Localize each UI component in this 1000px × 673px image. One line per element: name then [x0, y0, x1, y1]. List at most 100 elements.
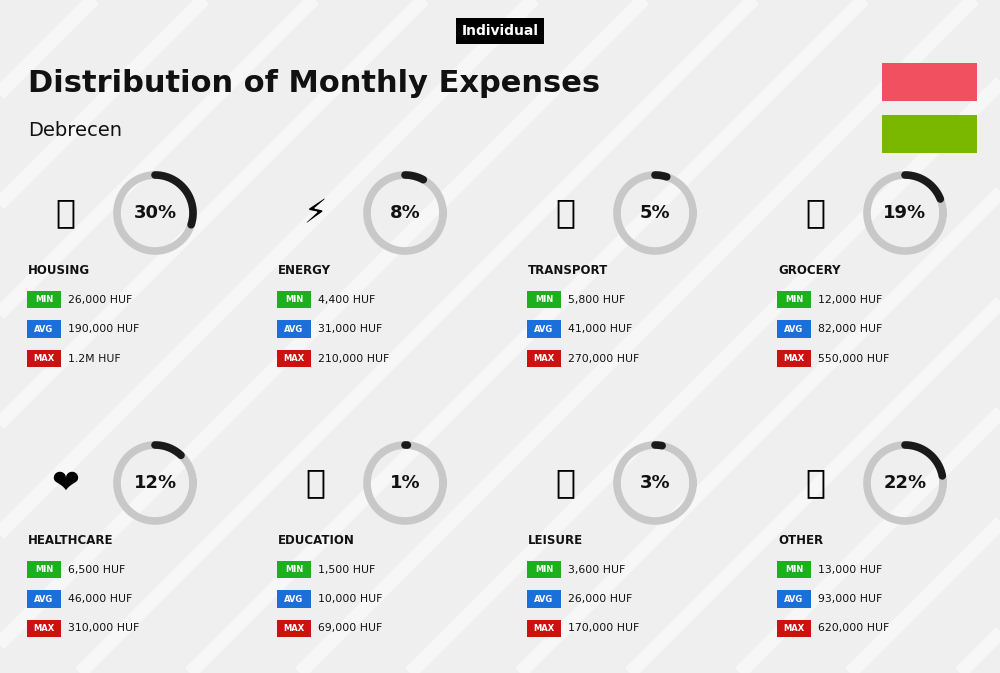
Text: AVG: AVG [34, 324, 54, 334]
Text: MAX: MAX [783, 354, 805, 363]
FancyBboxPatch shape [777, 291, 811, 308]
Text: 5%: 5% [640, 204, 670, 222]
Text: MIN: MIN [535, 295, 553, 304]
Text: 10,000 HUF: 10,000 HUF [318, 594, 382, 604]
FancyBboxPatch shape [27, 590, 61, 608]
FancyBboxPatch shape [527, 350, 561, 367]
Text: 1,500 HUF: 1,500 HUF [318, 565, 375, 575]
Text: MIN: MIN [785, 295, 803, 304]
Text: 🎓: 🎓 [305, 466, 325, 499]
Text: 210,000 HUF: 210,000 HUF [318, 353, 389, 363]
Text: Individual: Individual [462, 24, 538, 38]
Text: MIN: MIN [285, 565, 303, 574]
Text: 26,000 HUF: 26,000 HUF [68, 295, 132, 304]
Text: 22%: 22% [883, 474, 927, 492]
Text: 82,000 HUF: 82,000 HUF [818, 324, 882, 334]
FancyBboxPatch shape [527, 561, 561, 578]
Text: 270,000 HUF: 270,000 HUF [568, 353, 639, 363]
Text: 46,000 HUF: 46,000 HUF [68, 594, 132, 604]
Text: AVG: AVG [784, 594, 804, 604]
Text: 69,000 HUF: 69,000 HUF [318, 623, 382, 633]
Text: 1.2M HUF: 1.2M HUF [68, 353, 121, 363]
Text: MAX: MAX [33, 354, 55, 363]
Text: AVG: AVG [284, 594, 304, 604]
Text: HOUSING: HOUSING [28, 264, 90, 277]
Text: 12%: 12% [133, 474, 177, 492]
FancyBboxPatch shape [277, 620, 311, 637]
FancyBboxPatch shape [777, 320, 811, 338]
FancyBboxPatch shape [882, 115, 977, 153]
Text: 310,000 HUF: 310,000 HUF [68, 623, 139, 633]
FancyBboxPatch shape [277, 561, 311, 578]
Text: AVG: AVG [34, 594, 54, 604]
Text: OTHER: OTHER [778, 534, 823, 546]
Text: HEALTHCARE: HEALTHCARE [28, 534, 114, 546]
Text: 31,000 HUF: 31,000 HUF [318, 324, 382, 334]
Text: MIN: MIN [35, 565, 53, 574]
Text: 620,000 HUF: 620,000 HUF [818, 623, 889, 633]
FancyBboxPatch shape [777, 350, 811, 367]
FancyBboxPatch shape [27, 320, 61, 338]
Text: AVG: AVG [284, 324, 304, 334]
Text: MAX: MAX [783, 624, 805, 633]
Text: 93,000 HUF: 93,000 HUF [818, 594, 882, 604]
FancyBboxPatch shape [27, 620, 61, 637]
Text: EDUCATION: EDUCATION [278, 534, 355, 546]
Text: 41,000 HUF: 41,000 HUF [568, 324, 632, 334]
Text: AVG: AVG [534, 594, 554, 604]
Text: Distribution of Monthly Expenses: Distribution of Monthly Expenses [28, 69, 600, 98]
FancyBboxPatch shape [527, 620, 561, 637]
Text: LEISURE: LEISURE [528, 534, 583, 546]
Text: AVG: AVG [534, 324, 554, 334]
Text: ⚡: ⚡ [303, 197, 327, 229]
Text: 3%: 3% [640, 474, 670, 492]
Text: AVG: AVG [784, 324, 804, 334]
Text: MIN: MIN [35, 295, 53, 304]
Text: 13,000 HUF: 13,000 HUF [818, 565, 882, 575]
FancyBboxPatch shape [777, 561, 811, 578]
FancyBboxPatch shape [527, 320, 561, 338]
Text: ❤: ❤ [51, 466, 79, 499]
Text: TRANSPORT: TRANSPORT [528, 264, 608, 277]
Text: 5,800 HUF: 5,800 HUF [568, 295, 625, 304]
Text: 💰: 💰 [805, 466, 825, 499]
Text: MAX: MAX [533, 624, 555, 633]
FancyBboxPatch shape [277, 291, 311, 308]
Text: 🛒: 🛒 [805, 197, 825, 229]
Text: Debrecen: Debrecen [28, 122, 122, 141]
FancyBboxPatch shape [882, 63, 977, 101]
Text: GROCERY: GROCERY [778, 264, 840, 277]
FancyBboxPatch shape [27, 291, 61, 308]
Text: 190,000 HUF: 190,000 HUF [68, 324, 139, 334]
Text: 🛍: 🛍 [555, 466, 575, 499]
Text: MIN: MIN [285, 295, 303, 304]
Text: 12,000 HUF: 12,000 HUF [818, 295, 882, 304]
Text: 170,000 HUF: 170,000 HUF [568, 623, 639, 633]
Text: 1%: 1% [390, 474, 420, 492]
Text: 19%: 19% [883, 204, 927, 222]
Text: MAX: MAX [283, 624, 305, 633]
Text: 26,000 HUF: 26,000 HUF [568, 594, 632, 604]
Text: MAX: MAX [33, 624, 55, 633]
FancyBboxPatch shape [527, 291, 561, 308]
Text: 3,600 HUF: 3,600 HUF [568, 565, 625, 575]
Text: 30%: 30% [133, 204, 177, 222]
Text: 6,500 HUF: 6,500 HUF [68, 565, 125, 575]
Text: 550,000 HUF: 550,000 HUF [818, 353, 889, 363]
FancyBboxPatch shape [777, 620, 811, 637]
FancyBboxPatch shape [277, 590, 311, 608]
Text: 🏢: 🏢 [55, 197, 75, 229]
Text: MAX: MAX [283, 354, 305, 363]
FancyBboxPatch shape [777, 590, 811, 608]
FancyBboxPatch shape [27, 350, 61, 367]
FancyBboxPatch shape [527, 590, 561, 608]
Text: 8%: 8% [390, 204, 420, 222]
FancyBboxPatch shape [277, 350, 311, 367]
Text: MIN: MIN [535, 565, 553, 574]
Text: 🚌: 🚌 [555, 197, 575, 229]
Text: ENERGY: ENERGY [278, 264, 331, 277]
FancyBboxPatch shape [27, 561, 61, 578]
FancyBboxPatch shape [277, 320, 311, 338]
Text: 4,400 HUF: 4,400 HUF [318, 295, 375, 304]
Text: MIN: MIN [785, 565, 803, 574]
